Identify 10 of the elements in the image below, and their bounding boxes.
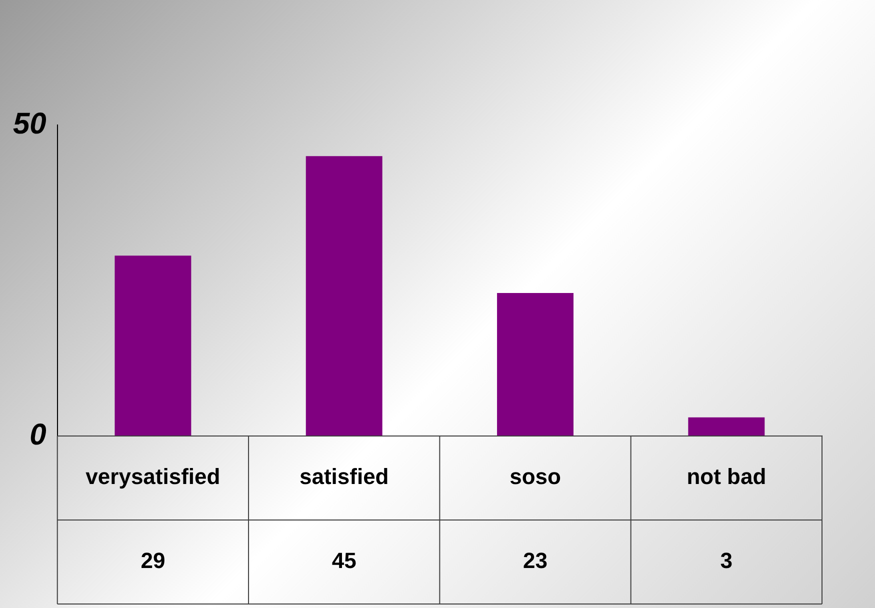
x-tick-label: satisfied bbox=[299, 464, 389, 490]
x-tick-label: soso bbox=[510, 464, 561, 490]
data-label: 29 bbox=[140, 548, 166, 574]
y-tick-label: 0 bbox=[30, 418, 47, 452]
data-label: 3 bbox=[720, 548, 733, 574]
data-label: 45 bbox=[332, 548, 356, 574]
data-label: 23 bbox=[523, 548, 548, 574]
x-tick-label: verysatisfied bbox=[86, 464, 220, 490]
y-tick-label: 50 bbox=[12, 107, 47, 140]
x-tick-label: not bad bbox=[686, 464, 766, 490]
